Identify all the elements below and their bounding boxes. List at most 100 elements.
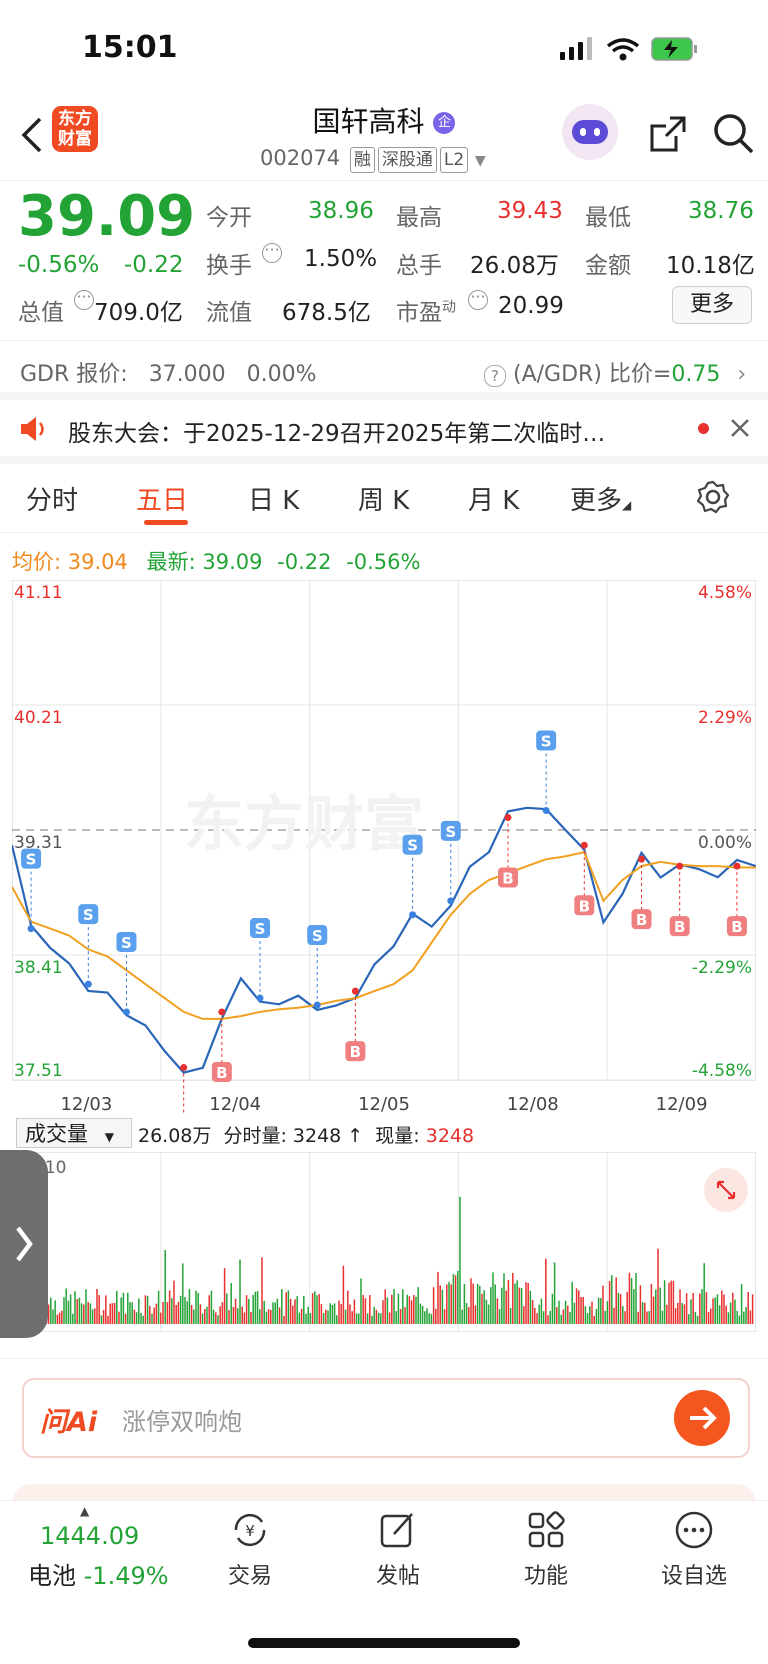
index-value[interactable]: 1444.09 <box>40 1522 140 1550</box>
sell-marker <box>21 848 42 869</box>
low-label: 最低 <box>585 205 631 231</box>
watermark: 东方财富 <box>184 790 424 860</box>
tab-weekly-k[interactable]: 周 K <box>358 486 410 516</box>
gdr-ratio[interactable]: ? (A/GDR) 比价=0.75 › <box>484 356 746 388</box>
nav-add-watchlist[interactable]: 设自选 <box>644 1508 744 1590</box>
tab-daily-k[interactable]: 日 K <box>248 486 300 516</box>
tab-more-label: 更多 <box>570 486 623 516</box>
change-value: -0.22 <box>124 252 184 278</box>
tab-indicator <box>144 520 188 525</box>
turnover-label: 换手 <box>206 253 252 279</box>
sell-marker <box>116 931 137 952</box>
volume-chart[interactable] <box>12 1152 756 1332</box>
status-bar: 15:01 <box>0 0 768 100</box>
trade-marker-dot <box>218 1008 226 1016</box>
trade-marker-label: B <box>502 870 513 888</box>
notice-text[interactable]: 股东大会：于2025-12-29召开2025年第二次临时… <box>68 421 606 447</box>
high-value: 39.43 <box>497 198 563 224</box>
bottom-nav <box>0 1500 768 1664</box>
nav-post[interactable]: 发帖 <box>348 1508 448 1590</box>
trade-icon: ¥ <box>234 1513 266 1547</box>
latest-change: -0.22 <box>277 550 332 574</box>
pe-dynamic: 动 <box>442 299 456 316</box>
tag-level2: L2 <box>439 147 469 173</box>
pe-value: 20.99 <box>498 293 564 319</box>
tab-monthly-k[interactable]: 月 K <box>468 486 520 516</box>
robot-avatar-icon[interactable] <box>562 104 618 160</box>
tab-minute[interactable]: 分时 <box>26 486 79 516</box>
trade-marker-label: S <box>445 823 456 841</box>
chevron-right-icon[interactable]: › <box>737 362 747 387</box>
side-drawer-handle[interactable] <box>0 1150 48 1338</box>
gdr-ratio-label: (A/GDR) 比价= <box>513 362 672 387</box>
y-tick-right: 0.00% <box>698 833 752 853</box>
more-button[interactable]: 更多 <box>672 286 752 324</box>
y-tick-right: 4.58% <box>698 583 752 603</box>
nav-functions[interactable]: 功能 <box>496 1508 596 1590</box>
search-icon[interactable] <box>712 112 756 156</box>
trade-marker-dot <box>180 1064 188 1071</box>
indicator-selector-label: 成交量 <box>25 1122 88 1146</box>
info-icon[interactable]: ··· <box>468 289 488 310</box>
eastmoney-logo[interactable]: 东方 财富 <box>52 106 98 152</box>
trade-marker-label: B <box>350 1043 361 1061</box>
settings-gear-icon[interactable] <box>696 480 730 514</box>
stock-code: 002074 <box>260 146 341 170</box>
buy-marker <box>726 916 747 937</box>
help-icon[interactable]: ? <box>484 365 506 387</box>
avg-label: 均价: <box>12 550 62 574</box>
nav-trade[interactable]: ¥ 交易 <box>200 1508 300 1590</box>
ai-search-bar[interactable]: 问Ai 涨停双响炮 <box>22 1378 750 1458</box>
info-icon[interactable]: ··· <box>74 289 94 310</box>
trade-marker-label: S <box>26 851 37 869</box>
trade-marker-label: B <box>216 1064 227 1082</box>
sell-marker <box>250 918 270 939</box>
ai-placeholder: 涨停双响炮 <box>122 1408 242 1436</box>
volume-value: 26.08万 <box>470 253 559 279</box>
nav-post-label: 发帖 <box>375 1564 420 1589</box>
trade-marker-dot <box>676 862 684 870</box>
y-tick-right: -4.58% <box>692 1061 752 1081</box>
price-chart[interactable]: 41.11 4.58% 40.21 2.29% 39.31 0.00% 38.41 -2.29… <box>12 580 756 1114</box>
avg-value: 39.04 <box>67 550 128 574</box>
trade-marker-dot <box>27 925 35 933</box>
x-tick-label: 12/08 <box>507 1094 559 1114</box>
volume-stats: 26.08万 分时量: 3248 ↑ 现量: 3248 <box>138 1121 474 1148</box>
indicator-selector[interactable]: 成交量 ▼ <box>16 1118 132 1148</box>
status-icons <box>560 37 697 61</box>
x-tick-label: 12/09 <box>656 1094 708 1114</box>
enterprise-badge-icon: 企 <box>433 112 456 134</box>
turnover-value: 1.50% <box>304 246 378 272</box>
tab-more[interactable]: 更多◢ <box>570 480 631 517</box>
y-tick-right: 2.29% <box>698 708 752 728</box>
index-name: 电池 <box>28 1562 76 1590</box>
y-tick-left: 41.11 <box>14 583 63 603</box>
mktcap-value: 709.0亿 <box>94 300 183 326</box>
index-row[interactable]: 电池 -1.49% <box>28 1556 169 1591</box>
ai-submit-button[interactable] <box>674 1390 730 1446</box>
close-icon[interactable] <box>730 418 750 438</box>
tab-five-day[interactable]: 五日 <box>136 486 189 516</box>
grid-icon <box>528 1511 565 1548</box>
stock-title[interactable]: 国轩高科 企 <box>0 100 768 140</box>
float-value: 678.5亿 <box>282 300 371 326</box>
trade-marker-label: B <box>674 918 685 936</box>
stock-subtitle: 002074 融深股通 L2 ▼ <box>260 146 486 173</box>
back-icon[interactable] <box>18 116 44 154</box>
volume-total: 26.08万 <box>138 1125 212 1147</box>
speaker-icon <box>21 417 44 441</box>
trade-marker-dot <box>409 911 417 919</box>
trade-marker-dot <box>447 897 455 905</box>
share-icon[interactable] <box>648 114 688 154</box>
trade-marker-dot <box>122 1008 130 1016</box>
dropdown-icon[interactable]: ▼ <box>474 153 486 169</box>
y-tick-left: 40.21 <box>14 708 63 728</box>
chart-legend: 均价: 39.04 最新: 39.09 -0.22 -0.56% <box>12 546 420 576</box>
high-label: 最高 <box>396 205 442 231</box>
trade-marker-label: B <box>636 911 647 929</box>
info-icon[interactable]: ··· <box>262 242 282 263</box>
stock-header <box>0 100 768 181</box>
nav-trade-label: 交易 <box>227 1564 272 1589</box>
x-tick-label: 12/03 <box>60 1094 112 1114</box>
expand-button[interactable] <box>704 1168 748 1212</box>
